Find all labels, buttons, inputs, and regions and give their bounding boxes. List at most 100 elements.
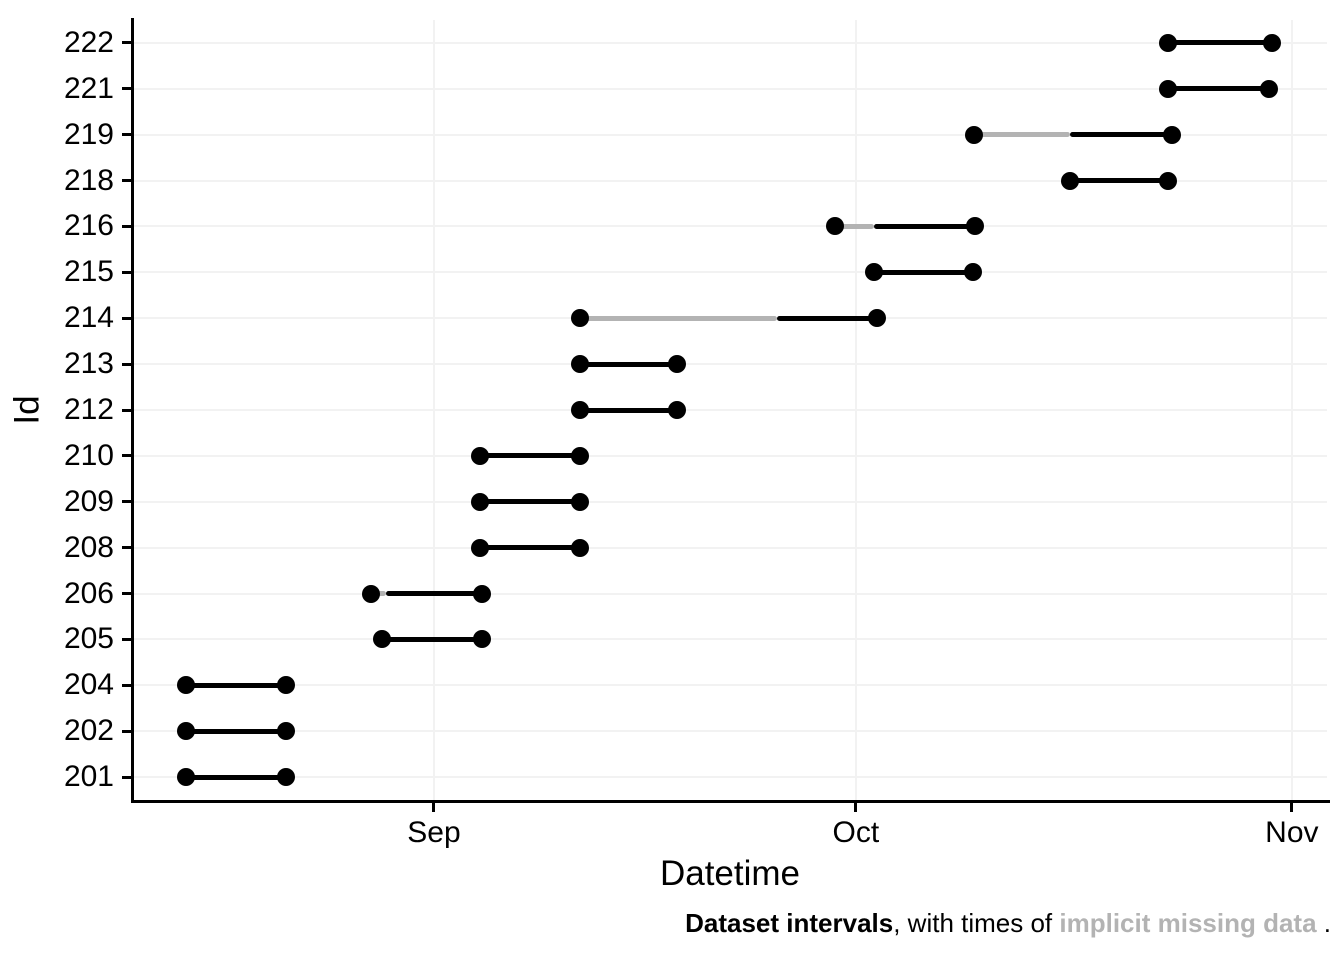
- interval-endpoint-dot: [668, 355, 687, 374]
- y-tick-label: 201: [63, 760, 114, 794]
- y-tick-label: 214: [63, 301, 114, 335]
- y-tick-label: 219: [63, 117, 114, 151]
- interval-endpoint-dot: [277, 768, 296, 787]
- x-axis-title: Datetime: [659, 854, 801, 893]
- interval-endpoint-dot: [571, 309, 590, 328]
- x-axis-tick: [854, 803, 858, 812]
- y-tick-label: 218: [63, 163, 114, 197]
- y-axis-tick: [122, 87, 131, 91]
- h-gridline: [133, 592, 1327, 595]
- h-gridline: [133, 41, 1327, 44]
- h-gridline: [133, 500, 1327, 503]
- interval-segment: [480, 453, 581, 459]
- caption: Dataset intervals, with times of implici…: [685, 908, 1331, 939]
- caption-part: Dataset intervals: [685, 908, 894, 938]
- interval-endpoint-dot: [471, 538, 490, 557]
- y-tick-label: 202: [63, 714, 114, 748]
- interval-endpoint-dot: [1060, 171, 1079, 190]
- interval-segment: [777, 315, 877, 321]
- h-gridline: [133, 409, 1327, 411]
- interval-endpoint-dot: [1163, 125, 1182, 144]
- h-gridline: [133, 776, 1327, 779]
- interval-endpoint-dot: [571, 401, 590, 419]
- y-axis-tick: [122, 729, 131, 733]
- y-axis-tick: [122, 224, 131, 228]
- h-gridline: [133, 454, 1327, 457]
- y-tick-label: 215: [63, 255, 114, 289]
- x-axis-line: [131, 800, 1330, 803]
- h-gridline: [133, 87, 1327, 90]
- interval-segment: [874, 269, 973, 275]
- interval-segment: [1069, 132, 1173, 138]
- interval-endpoint-dot: [571, 355, 590, 374]
- interval-endpoint-dot: [472, 584, 491, 603]
- y-axis-tick: [122, 41, 131, 45]
- y-axis-tick: [122, 592, 131, 596]
- y-axis-tick: [122, 546, 131, 550]
- interval-endpoint-dot: [571, 492, 590, 511]
- interval-endpoint-dot: [1159, 33, 1178, 52]
- interval-endpoint-dot: [865, 263, 884, 282]
- interval-endpoint-dot: [177, 722, 196, 741]
- y-tick-label: 206: [63, 576, 114, 610]
- y-axis-tick: [122, 408, 131, 412]
- interval-endpoint-dot: [277, 676, 296, 695]
- v-gridline: [854, 20, 857, 800]
- h-gridline: [133, 271, 1327, 274]
- y-tick-label: 204: [63, 668, 114, 702]
- interval-endpoint-dot: [963, 263, 982, 282]
- interval-segment: [186, 774, 287, 780]
- h-gridline: [133, 730, 1327, 733]
- h-gridline: [133, 684, 1327, 687]
- v-gridline: [1290, 20, 1293, 800]
- interval-segment: [480, 545, 581, 551]
- interval-endpoint-dot: [1260, 79, 1279, 98]
- h-gridline: [133, 546, 1327, 549]
- x-tick-label: Nov: [1265, 816, 1319, 849]
- interval-segment: [1069, 178, 1169, 184]
- v-gridline: [432, 20, 435, 800]
- y-axis-tick: [122, 270, 131, 274]
- y-axis-tick: [122, 362, 131, 366]
- y-tick-label: 222: [63, 25, 114, 59]
- interval-segment: [186, 728, 287, 734]
- y-axis-tick: [122, 133, 131, 137]
- interval-endpoint-dot: [825, 217, 844, 236]
- interval-endpoint-dot: [1159, 171, 1178, 190]
- h-gridline: [133, 133, 1327, 136]
- caption-part: , with times of: [893, 908, 1060, 938]
- interval-endpoint-dot: [1159, 79, 1178, 98]
- interval-missing-segment: [580, 315, 778, 321]
- interval-endpoint-dot: [471, 446, 490, 465]
- y-axis-tick: [122, 316, 131, 320]
- y-axis-tick: [122, 179, 131, 183]
- interval-endpoint-dot: [571, 446, 590, 465]
- interval-endpoint-dot: [177, 676, 196, 695]
- interval-endpoint-dot: [372, 630, 391, 649]
- y-tick-label: 221: [63, 71, 114, 105]
- h-gridline: [133, 638, 1327, 641]
- y-tick-label: 216: [63, 209, 114, 243]
- y-tick-label: 205: [63, 622, 114, 656]
- interval-segment: [186, 682, 287, 688]
- interval-segment: [386, 591, 482, 597]
- y-tick-label: 212: [63, 393, 114, 426]
- y-tick-label: 208: [63, 530, 114, 564]
- interval-segment: [1168, 86, 1270, 92]
- caption-part: implicit missing data: [1059, 908, 1317, 938]
- h-gridline: [133, 363, 1327, 366]
- y-axis-tick: [122, 683, 131, 687]
- y-axis-tick: [122, 454, 131, 458]
- interval-segment: [381, 636, 482, 642]
- y-axis-line: [131, 18, 134, 803]
- y-tick-label: 209: [63, 484, 114, 518]
- x-axis-tick: [1290, 803, 1294, 812]
- interval-segment: [1168, 40, 1273, 46]
- interval-endpoint-dot: [571, 538, 590, 557]
- x-tick-label: Sep: [407, 816, 461, 849]
- interval-endpoint-dot: [361, 584, 380, 603]
- y-axis-tick: [122, 637, 131, 641]
